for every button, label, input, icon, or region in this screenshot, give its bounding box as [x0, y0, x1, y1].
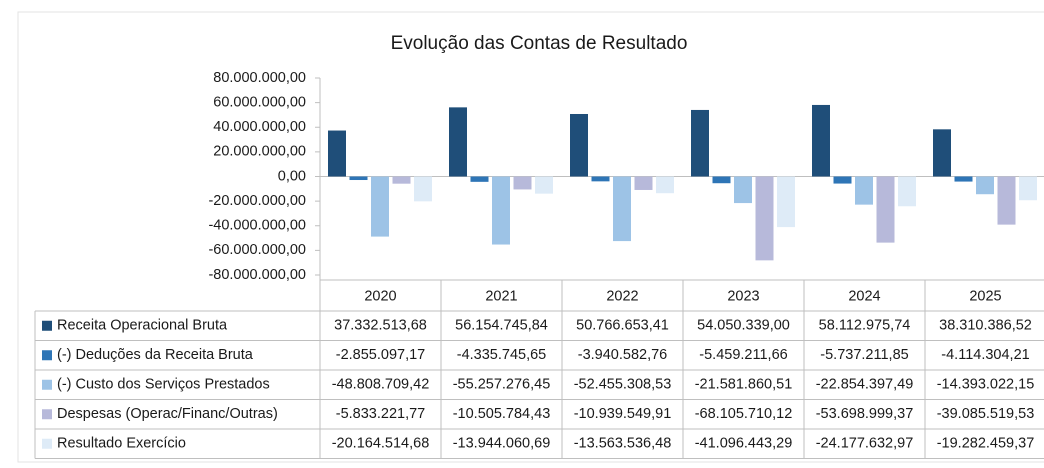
bar [371, 176, 389, 237]
table-value: -3.940.582,76 [578, 347, 668, 363]
legend-swatch [42, 379, 52, 390]
legend-swatch [42, 350, 52, 361]
table-value: -53.698.999,37 [816, 406, 914, 422]
bar [656, 176, 674, 194]
bar [470, 176, 489, 182]
table-value: -48.808.709,42 [332, 377, 430, 393]
bar [855, 176, 873, 205]
chart-frame [17, 11, 1044, 463]
table-value: 37.332.513,68 [334, 318, 427, 334]
legend-label: (-) Deduções da Receita Bruta [57, 347, 254, 363]
table-value: -5.737.211,85 [820, 347, 908, 363]
bar [591, 176, 610, 182]
y-tick-label: 20.000.000,00 [213, 144, 306, 160]
bar [933, 129, 951, 177]
table-value: -4.335.745,65 [457, 347, 547, 363]
x-tick-label: 2020 [364, 288, 396, 304]
chart-title: Evolução das Contas de Resultado [391, 33, 688, 54]
y-tick-label: -80.000.000,00 [208, 267, 306, 283]
table-value: -41.096.443,29 [695, 436, 793, 452]
bar [691, 109, 709, 177]
table-value: 58.112.975,74 [819, 318, 911, 334]
bar [349, 176, 368, 181]
y-tick-label: -40.000.000,00 [208, 218, 306, 234]
table-value: -21.581.860,51 [695, 377, 793, 393]
table-value: -19.282.459,37 [937, 436, 1035, 452]
x-tick-label: 2021 [485, 288, 517, 304]
table-value: -22.854.397,49 [816, 377, 914, 393]
table-value: -5.459.211,66 [699, 347, 787, 363]
table-value: -68.105.710,12 [695, 406, 793, 422]
bar [449, 107, 467, 177]
x-tick-label: 2024 [848, 288, 880, 304]
table-value: -5.833.221,77 [336, 406, 426, 422]
y-tick-label: 60.000.000,00 [213, 94, 306, 110]
legend-swatch [42, 409, 52, 420]
bar [833, 176, 852, 184]
legend-swatch [42, 438, 52, 449]
table-value: -10.939.549,91 [574, 406, 672, 422]
legend-label: Despesas (Operac/Financ/Outras) [57, 406, 278, 422]
legend-label: (-) Custo dos Serviços Prestados [57, 377, 270, 393]
bar [513, 176, 532, 190]
table-value: -13.563.536,48 [574, 436, 672, 452]
legend-label: Receita Operacional Bruta [57, 318, 228, 334]
bar [634, 176, 653, 190]
bar [1019, 176, 1037, 201]
bar [392, 176, 411, 184]
bar [570, 113, 588, 177]
bar [777, 176, 795, 228]
y-tick-label: 80.000.000,00 [213, 70, 306, 86]
table-value: 56.154.745,84 [455, 318, 548, 334]
x-tick-label: 2023 [727, 288, 759, 304]
table-value: -10.505.784,43 [453, 406, 551, 422]
table-value: -52.455.308,53 [574, 377, 672, 393]
bar [613, 176, 631, 242]
legend-swatch [42, 320, 52, 331]
bar [954, 176, 973, 182]
table-value: 50.766.653,41 [576, 318, 669, 334]
table-value: 54.050.339,00 [697, 318, 790, 334]
bar [997, 176, 1016, 225]
table-value: -13.944.060,69 [453, 436, 551, 452]
bar [535, 176, 553, 194]
bar [876, 176, 895, 243]
x-tick-label: 2022 [606, 288, 638, 304]
table-value: 38.310.386,52 [939, 318, 1032, 334]
bar [734, 176, 752, 204]
bar [712, 176, 731, 184]
table-value: -4.114.304,21 [941, 347, 1029, 363]
table-value: -39.085.519,53 [937, 406, 1035, 422]
x-tick-label: 2025 [969, 288, 1001, 304]
table-value: -55.257.276,45 [453, 377, 551, 393]
bar [414, 176, 432, 202]
bar [812, 104, 830, 177]
y-tick-label: 0,00 [278, 168, 306, 184]
bar [492, 176, 510, 245]
y-tick-label: -60.000.000,00 [208, 242, 306, 258]
table-value: -14.393.022,15 [937, 377, 1035, 393]
bar [328, 130, 346, 177]
y-tick-label: -20.000.000,00 [208, 193, 306, 209]
table-value: -24.177.632,97 [816, 436, 914, 452]
y-tick-label: 40.000.000,00 [213, 119, 306, 135]
table-value: -2.855.097,17 [336, 347, 426, 363]
legend-label: Resultado Exercício [57, 436, 186, 452]
bar [976, 176, 994, 195]
bar [898, 176, 916, 207]
table-value: -20.164.514,68 [332, 436, 430, 452]
bar [755, 176, 774, 261]
